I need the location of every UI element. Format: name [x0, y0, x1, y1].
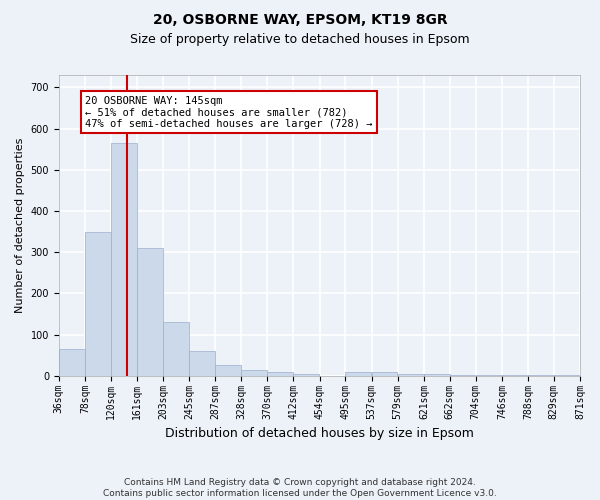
Bar [424, 374, 450, 376]
Bar [111, 143, 137, 376]
Bar [267, 372, 293, 376]
Text: Size of property relative to detached houses in Epsom: Size of property relative to detached ho… [130, 32, 470, 46]
Bar [137, 248, 163, 376]
Y-axis label: Number of detached properties: Number of detached properties [15, 138, 25, 313]
Bar [476, 374, 502, 376]
Text: 20 OSBORNE WAY: 145sqm
← 51% of detached houses are smaller (782)
47% of semi-de: 20 OSBORNE WAY: 145sqm ← 51% of detached… [85, 96, 373, 129]
Bar [502, 375, 528, 376]
Text: Contains HM Land Registry data © Crown copyright and database right 2024.
Contai: Contains HM Land Registry data © Crown c… [103, 478, 497, 498]
Bar [371, 372, 397, 376]
Bar [345, 372, 371, 376]
Bar [241, 370, 267, 376]
Bar [215, 366, 241, 376]
Bar [163, 322, 189, 376]
Bar [449, 374, 475, 376]
X-axis label: Distribution of detached houses by size in Epsom: Distribution of detached houses by size … [165, 427, 474, 440]
Bar [554, 375, 580, 376]
Bar [59, 349, 85, 376]
Bar [189, 351, 215, 376]
Bar [85, 232, 111, 376]
Bar [398, 374, 424, 376]
Bar [528, 375, 554, 376]
Bar [293, 374, 319, 376]
Text: 20, OSBORNE WAY, EPSOM, KT19 8GR: 20, OSBORNE WAY, EPSOM, KT19 8GR [152, 12, 448, 26]
